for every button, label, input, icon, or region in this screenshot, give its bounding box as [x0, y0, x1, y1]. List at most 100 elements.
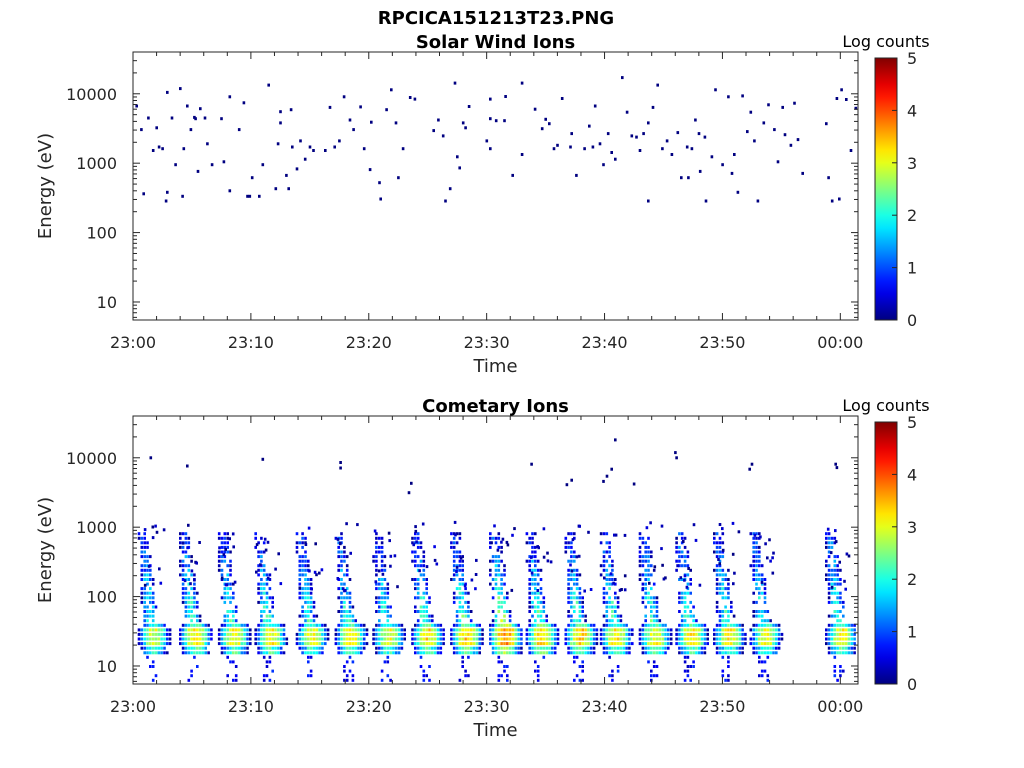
- spectrogram-cell: [240, 628, 244, 632]
- spectrogram-cell: [622, 623, 626, 627]
- spectrogram-cell: [140, 555, 144, 559]
- spectrogram-cell: [340, 614, 343, 618]
- count-pixel: [393, 554, 397, 558]
- spectrogram-cell: [567, 591, 570, 595]
- spectrogram-cell: [380, 596, 384, 600]
- count-pixel: [749, 110, 753, 114]
- spectrogram-cell: [567, 541, 570, 545]
- spectrogram-cell: [830, 568, 834, 572]
- spectrogram-cell: [706, 642, 709, 646]
- spectrogram-cell: [564, 642, 568, 646]
- spectrogram-cell: [715, 610, 719, 613]
- spectrogram-cell: [503, 665, 506, 668]
- spectrogram-cell: [345, 623, 349, 627]
- spectrogram-cell: [536, 678, 540, 682]
- spectrogram-cell: [760, 573, 764, 577]
- count-pixel: [759, 535, 762, 539]
- spectrogram-cell: [151, 619, 155, 623]
- spectrogram-cell: [650, 610, 653, 613]
- spectrogram-cell: [614, 637, 617, 641]
- spectrogram-cell: [265, 642, 269, 646]
- spectrogram-cell: [641, 596, 645, 600]
- spectrogram-cell: [257, 573, 260, 577]
- spectrogram-cell: [277, 637, 280, 641]
- spectrogram-cell: [605, 591, 609, 595]
- spectrogram-cell: [337, 564, 340, 568]
- spectrogram-cell: [628, 632, 631, 636]
- spectrogram-cell: [667, 628, 670, 632]
- spectrogram-cell: [301, 596, 304, 600]
- spectrogram-cell: [850, 646, 854, 650]
- spectrogram-cell: [494, 559, 498, 563]
- spectrogram-cell: [461, 564, 464, 568]
- count-pixel: [641, 588, 644, 592]
- spectrogram-cell: [229, 550, 232, 554]
- count-pixel: [218, 546, 221, 550]
- spectrogram-cell: [769, 619, 772, 623]
- spectrogram-cell: [718, 559, 722, 563]
- spectrogram-cell: [428, 619, 431, 623]
- spectrogram-cell: [223, 619, 227, 623]
- spectrogram-cell: [508, 623, 512, 627]
- spectrogram-cell: [650, 623, 653, 627]
- spectrogram-cell: [226, 655, 229, 659]
- spectrogram-cell: [240, 642, 244, 646]
- spectrogram-cell: [383, 632, 387, 636]
- spectrogram-cell: [678, 632, 681, 636]
- spectrogram-cell: [525, 532, 529, 536]
- spectrogram-cell: [234, 646, 238, 650]
- spectrogram-cell: [184, 536, 188, 540]
- count-pixel: [530, 462, 533, 466]
- spectrogram-cell: [506, 623, 509, 627]
- spectrogram-cell: [689, 578, 692, 581]
- spectrogram-cell: [715, 532, 719, 536]
- spectrogram-cell: [184, 541, 188, 545]
- count-pixel: [352, 128, 355, 132]
- spectrogram-cell: [461, 614, 464, 618]
- spectrogram-cell: [309, 632, 313, 636]
- spectrogram-cell: [755, 623, 758, 627]
- spectrogram-cell: [298, 573, 302, 577]
- spectrogram-cell: [143, 591, 146, 595]
- spectrogram-cell: [573, 610, 576, 613]
- spectrogram-cell: [262, 568, 266, 572]
- spectrogram-cell: [528, 582, 531, 586]
- spectrogram-cell: [481, 632, 484, 636]
- count-pixel: [339, 466, 342, 470]
- spectrogram-cell: [758, 587, 761, 591]
- spectrogram-cell: [605, 646, 609, 650]
- spectrogram-cell: [345, 632, 349, 636]
- count-pixel: [320, 568, 324, 572]
- count-pixel: [660, 547, 663, 551]
- spectrogram-cell: [652, 568, 656, 572]
- spectrogram-cell: [414, 651, 417, 655]
- spectrogram-cell: [570, 555, 573, 559]
- spectrogram-cell: [652, 628, 656, 632]
- spectrogram-cell: [340, 564, 343, 568]
- spectrogram-cell: [226, 623, 229, 627]
- spectrogram-cell: [775, 642, 778, 646]
- spectrogram-cell: [839, 568, 842, 572]
- spectrogram-cell: [140, 541, 144, 545]
- spectrogram-cell: [262, 591, 266, 595]
- spectrogram-cell: [500, 637, 503, 641]
- colorbar-tick-label: 1: [907, 259, 917, 278]
- spectrogram-cell: [184, 605, 188, 609]
- count-pixel: [493, 524, 496, 528]
- spectrogram-cell: [700, 632, 704, 636]
- spectrogram-cell: [226, 632, 229, 636]
- spectrogram-cell: [680, 651, 684, 655]
- spectrogram-cell: [196, 623, 199, 627]
- spectrogram-cell: [193, 655, 196, 659]
- spectrogram-cell: [531, 628, 534, 632]
- spectrogram-cell: [715, 582, 719, 586]
- spectrogram-cell: [528, 559, 531, 563]
- spectrogram-cell: [360, 632, 363, 636]
- spectrogram-cell: [534, 651, 537, 655]
- spectrogram-cell: [262, 619, 266, 623]
- spectrogram-cell: [647, 651, 650, 655]
- spectrogram-cell: [755, 568, 758, 572]
- count-pixel: [186, 104, 189, 108]
- count-pixel: [231, 532, 235, 536]
- spectrogram-cell: [149, 587, 152, 591]
